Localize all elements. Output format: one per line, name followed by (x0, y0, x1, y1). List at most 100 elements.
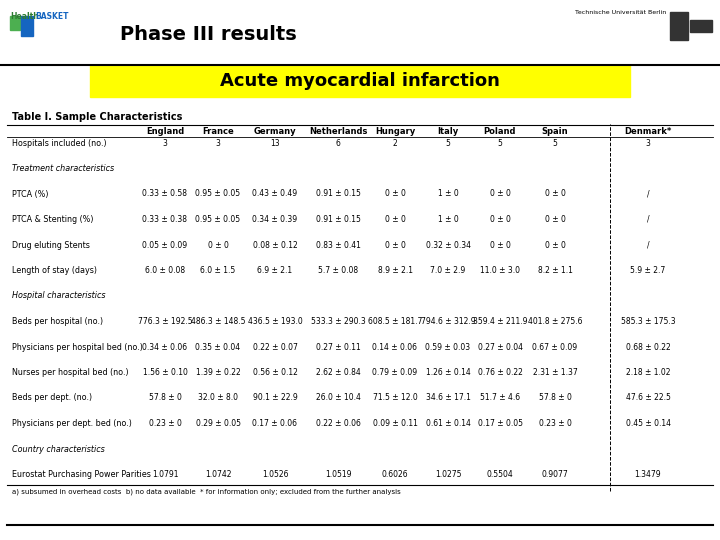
Text: 32.0 ± 8.0: 32.0 ± 8.0 (198, 394, 238, 402)
Text: 401.8 ± 275.6: 401.8 ± 275.6 (528, 317, 582, 326)
Text: Phase III results: Phase III results (120, 25, 297, 44)
Text: 5: 5 (446, 138, 451, 147)
Text: 1.0519: 1.0519 (325, 470, 351, 479)
Text: 0 ± 0: 0 ± 0 (207, 240, 228, 249)
Text: 0 ± 0: 0 ± 0 (544, 215, 565, 224)
Text: PTCA & Stenting (%): PTCA & Stenting (%) (12, 215, 94, 224)
Text: 57.8 ± 0: 57.8 ± 0 (539, 394, 572, 402)
Text: 0 ± 0: 0 ± 0 (490, 190, 510, 199)
Text: 0.76 ± 0.22: 0.76 ± 0.22 (477, 368, 523, 377)
Bar (10, 16, 20, 30)
Text: 0 ± 0: 0 ± 0 (544, 240, 565, 249)
Text: Beds per hospital (no.): Beds per hospital (no.) (12, 317, 103, 326)
Text: 7.0 ± 2.9: 7.0 ± 2.9 (431, 266, 466, 275)
Text: 0.34 ± 0.06: 0.34 ± 0.06 (143, 342, 188, 352)
Text: 3: 3 (646, 138, 650, 147)
Text: Physicians per hospital bed (no.): Physicians per hospital bed (no.) (12, 342, 143, 352)
Text: 0.33 ± 0.58: 0.33 ± 0.58 (143, 190, 187, 199)
Text: 0.95 ± 0.05: 0.95 ± 0.05 (195, 190, 240, 199)
Text: 1 ± 0: 1 ± 0 (438, 215, 459, 224)
Text: 0.68 ± 0.22: 0.68 ± 0.22 (626, 342, 670, 352)
Text: 13: 13 (270, 138, 280, 147)
Text: 585.3 ± 175.3: 585.3 ± 175.3 (621, 317, 675, 326)
Text: 1.0526: 1.0526 (262, 470, 288, 479)
Text: Beds per dept. (no.): Beds per dept. (no.) (12, 394, 92, 402)
Text: 5: 5 (498, 138, 503, 147)
Text: 0.95 ± 0.05: 0.95 ± 0.05 (195, 215, 240, 224)
Text: 0.27 ± 0.11: 0.27 ± 0.11 (315, 342, 361, 352)
Text: 0.56 ± 0.12: 0.56 ± 0.12 (253, 368, 297, 377)
Text: 1.39 ± 0.22: 1.39 ± 0.22 (196, 368, 240, 377)
Text: 0.34 ± 0.39: 0.34 ± 0.39 (253, 215, 297, 224)
Text: a) subsumed in overhead costs  b) no data available  * for information only; exc: a) subsumed in overhead costs b) no data… (12, 489, 401, 495)
Text: 0.83 ± 0.41: 0.83 ± 0.41 (315, 240, 361, 249)
Bar (21, 16, 33, 36)
Text: 359.4 ± 211.9: 359.4 ± 211.9 (473, 317, 527, 326)
Text: 0.14 ± 0.06: 0.14 ± 0.06 (372, 342, 418, 352)
Text: Treatment characteristics: Treatment characteristics (12, 164, 114, 173)
Text: 0.91 ± 0.15: 0.91 ± 0.15 (315, 215, 361, 224)
Text: 0.22 ± 0.07: 0.22 ± 0.07 (253, 342, 297, 352)
Text: 1.26 ± 0.14: 1.26 ± 0.14 (426, 368, 470, 377)
Text: Denmark*: Denmark* (624, 126, 672, 136)
Text: 0 ± 0: 0 ± 0 (544, 190, 565, 199)
Text: Eurostat Purchasing Power Parities: Eurostat Purchasing Power Parities (12, 470, 151, 479)
Text: Drug eluting Stents: Drug eluting Stents (12, 240, 90, 249)
Text: 5.9 ± 2.7: 5.9 ± 2.7 (631, 266, 665, 275)
Text: 1.0275: 1.0275 (435, 470, 462, 479)
Text: 90.1 ± 22.9: 90.1 ± 22.9 (253, 394, 297, 402)
Text: Hospitals included (no.): Hospitals included (no.) (12, 138, 107, 147)
Text: France: France (202, 126, 234, 136)
Text: 533.3 ± 290.3: 533.3 ± 290.3 (310, 317, 365, 326)
Text: 11.0 ± 3.0: 11.0 ± 3.0 (480, 266, 520, 275)
Bar (90, 65, 630, 97)
Text: 71.5 ± 12.0: 71.5 ± 12.0 (373, 394, 418, 402)
Text: 0.43 ± 0.49: 0.43 ± 0.49 (253, 190, 297, 199)
Text: 6.0 ± 1.5: 6.0 ± 1.5 (200, 266, 235, 275)
Text: 0 ± 0: 0 ± 0 (384, 240, 405, 249)
Text: England: England (146, 126, 184, 136)
Text: 0.23 ± 0: 0.23 ± 0 (539, 419, 572, 428)
Text: Poland: Poland (484, 126, 516, 136)
Text: 51.7 ± 4.6: 51.7 ± 4.6 (480, 394, 520, 402)
Text: 1 ± 0: 1 ± 0 (438, 190, 459, 199)
Text: 3: 3 (163, 138, 168, 147)
Text: 3: 3 (215, 138, 220, 147)
Bar (670, 12, 688, 40)
Text: 8.9 ± 2.1: 8.9 ± 2.1 (377, 266, 413, 275)
Text: 6.0 ± 0.08: 6.0 ± 0.08 (145, 266, 185, 275)
Text: /: / (647, 240, 649, 249)
Text: 0.22 ± 0.06: 0.22 ± 0.06 (315, 419, 361, 428)
Text: 1.0791: 1.0791 (152, 470, 179, 479)
Text: 2: 2 (392, 138, 397, 147)
Text: Spain: Spain (541, 126, 568, 136)
Text: 2.62 ± 0.84: 2.62 ± 0.84 (315, 368, 361, 377)
Text: 0.35 ± 0.04: 0.35 ± 0.04 (195, 342, 240, 352)
Text: 0 ± 0: 0 ± 0 (490, 240, 510, 249)
Text: 436.5 ± 193.0: 436.5 ± 193.0 (248, 317, 302, 326)
Text: 0.5504: 0.5504 (487, 470, 513, 479)
Text: 57.8 ± 0: 57.8 ± 0 (148, 394, 181, 402)
Text: Table I. Sample Characteristics: Table I. Sample Characteristics (12, 112, 182, 122)
Text: Acute myocardial infarction: Acute myocardial infarction (220, 72, 500, 90)
Text: 794.6 ± 312.9: 794.6 ± 312.9 (420, 317, 475, 326)
Text: 0.6026: 0.6026 (382, 470, 408, 479)
Text: Hungary: Hungary (375, 126, 415, 136)
Text: 0.67 ± 0.09: 0.67 ± 0.09 (532, 342, 577, 352)
Text: 0.09 ± 0.11: 0.09 ± 0.11 (372, 419, 418, 428)
Text: Nurses per hospital bed (no.): Nurses per hospital bed (no.) (12, 368, 129, 377)
Text: 776.3 ± 192.5: 776.3 ± 192.5 (138, 317, 192, 326)
Text: 2.18 ± 1.02: 2.18 ± 1.02 (626, 368, 670, 377)
Text: Italy: Italy (437, 126, 459, 136)
Text: Germany: Germany (253, 126, 297, 136)
Text: 5.7 ± 0.08: 5.7 ± 0.08 (318, 266, 358, 275)
Text: /: / (647, 190, 649, 199)
Text: Technische Universität Berlin: Technische Universität Berlin (575, 10, 666, 15)
Text: 486.3 ± 148.5: 486.3 ± 148.5 (191, 317, 246, 326)
Text: 34.6 ± 17.1: 34.6 ± 17.1 (426, 394, 470, 402)
Bar (690, 20, 712, 32)
Text: 0.08 ± 0.12: 0.08 ± 0.12 (253, 240, 297, 249)
Text: 0.61 ± 0.14: 0.61 ± 0.14 (426, 419, 470, 428)
Text: 8.2 ± 1.1: 8.2 ± 1.1 (538, 266, 572, 275)
Text: Physicians per dept. bed (no.): Physicians per dept. bed (no.) (12, 419, 132, 428)
